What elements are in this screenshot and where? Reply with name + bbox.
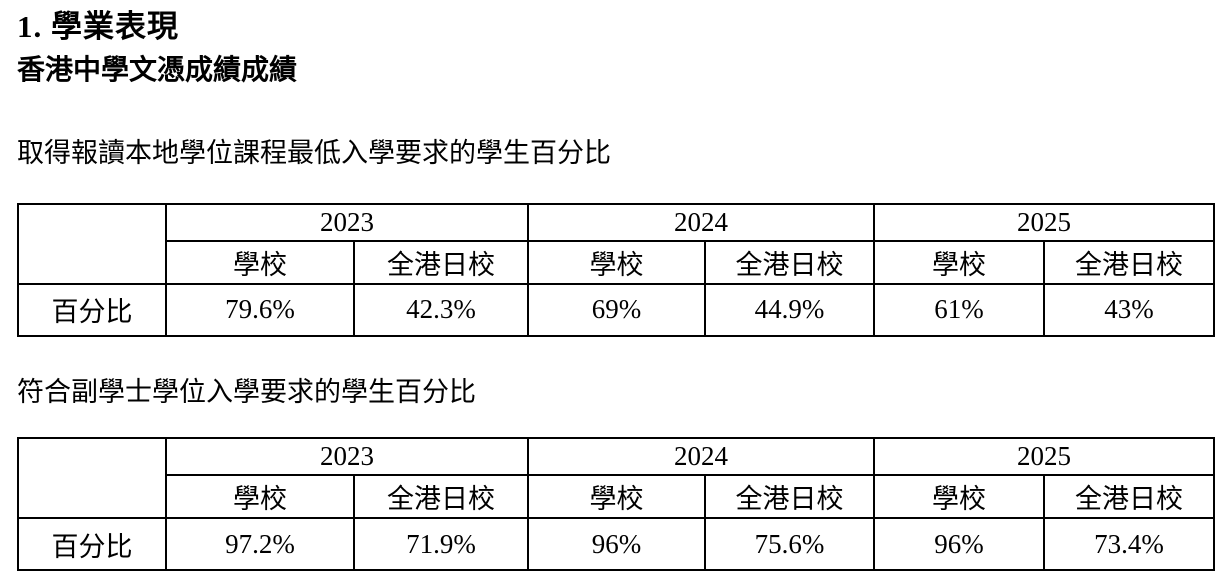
column-header-school: 學校 [873,474,1045,520]
value-cell: 97.2% [165,517,355,572]
table-row: 2023 2024 2025 [17,202,1215,285]
table-2-caption: 符合副學士學位入學要求的學生百分比 [17,376,476,407]
year-header: 2024 [527,202,875,242]
year-header: 2025 [873,437,1215,477]
table-row: 2023 2024 2025 [17,437,1215,520]
corner-cell [17,437,167,520]
column-header-school: 學校 [527,474,706,520]
year-header: 2023 [165,202,529,242]
table-1-caption: 取得報讀本地學位課程最低入學要求的學生百分比 [17,138,611,169]
row-label-percentage: 百分比 [17,282,167,337]
table-row: 學校 全港日校 學校 全港日校 學校 全港日校 [18,474,1215,520]
year-header: 2023 [165,437,529,477]
column-header-all-hk-day-schools: 全港日校 [704,474,875,520]
table-row: 學校 全港日校 學校 全港日校 學校 全港日校 [18,239,1215,285]
value-cell: 42.3% [353,282,529,337]
table-row: 百分比 97.2% 71.9% 96% 75.6% 96% 73.4% [17,517,1215,572]
column-header-all-hk-day-schools: 全港日校 [353,239,529,285]
corner-cell [17,202,167,285]
value-cell: 44.9% [704,282,875,337]
column-header-school: 學校 [165,239,355,285]
value-cell: 73.4% [1043,517,1215,572]
column-header-school: 學校 [527,239,706,285]
table-associate-degree-requirement: 2023 2024 2025 學校 全港日校 學校 全港日校 學校 全港日校 百… [17,437,1215,572]
value-cell: 61% [873,282,1045,337]
page-subtitle: 香港中學文憑成績成績 [17,55,298,87]
column-header-school: 學校 [165,474,355,520]
column-header-all-hk-day-schools: 全港日校 [704,239,875,285]
value-cell: 75.6% [704,517,875,572]
value-cell: 96% [873,517,1045,572]
value-cell: 96% [527,517,706,572]
value-cell: 79.6% [165,282,355,337]
value-cell: 69% [527,282,706,337]
row-label-percentage: 百分比 [17,517,167,572]
year-header: 2025 [873,202,1215,242]
year-header: 2024 [527,437,875,477]
column-header-all-hk-day-schools: 全港日校 [1043,239,1215,285]
value-cell: 43% [1043,282,1215,337]
column-header-school: 學校 [873,239,1045,285]
table-degree-requirement: 2023 2024 2025 學校 全港日校 學校 全港日校 學校 全港日校 百… [17,202,1215,337]
value-cell: 71.9% [353,517,529,572]
table-row: 百分比 79.6% 42.3% 69% 44.9% 61% 43% [17,282,1215,337]
column-header-all-hk-day-schools: 全港日校 [353,474,529,520]
column-header-all-hk-day-schools: 全港日校 [1043,474,1215,520]
page-title: 1. 學業表現 [17,9,179,44]
